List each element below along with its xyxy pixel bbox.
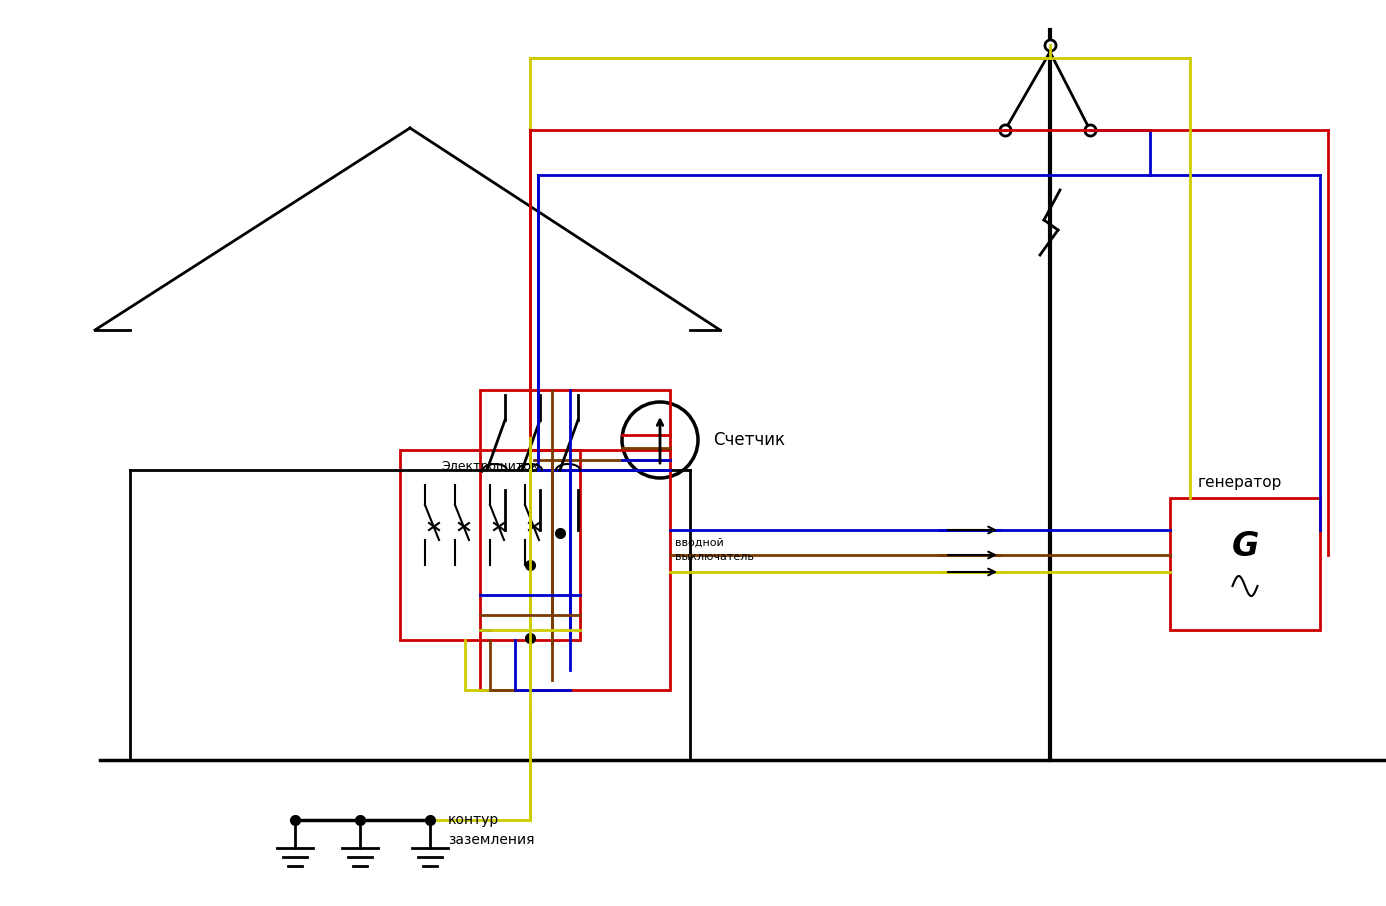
Text: контур
заземления: контур заземления <box>448 813 535 847</box>
Bar <box>480 390 669 690</box>
Text: G: G <box>1231 529 1258 563</box>
Text: генератор: генератор <box>1198 475 1282 490</box>
Bar <box>401 450 579 640</box>
Text: Электрощиток: Электрощиток <box>441 460 539 473</box>
Text: вводной
выключатель: вводной выключатель <box>675 538 754 562</box>
Bar <box>1170 498 1319 630</box>
Text: Счетчик: Счетчик <box>712 431 784 449</box>
